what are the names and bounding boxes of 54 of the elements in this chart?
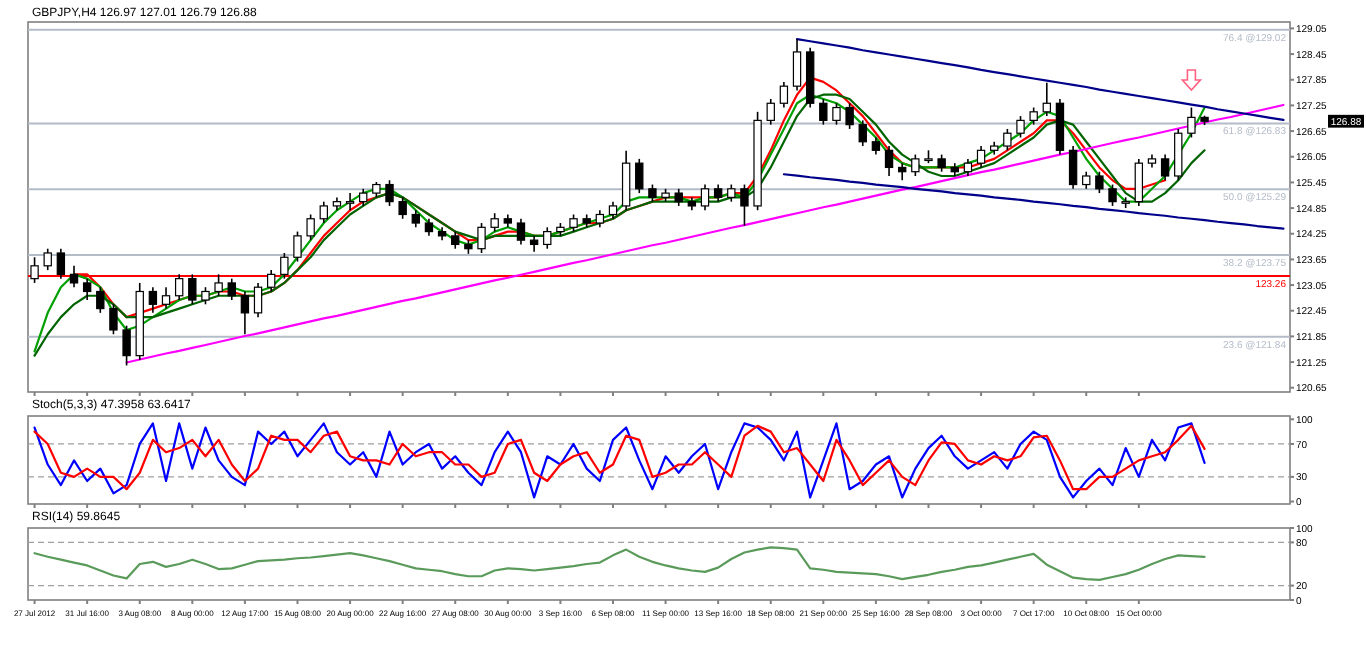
candlestick [1160,153,1170,182]
candlestick [700,183,710,212]
candlestick [227,277,236,301]
candlestick [306,213,315,241]
candlestick [1055,98,1065,156]
candlestick [1003,128,1012,152]
candlestick [976,145,986,169]
candlestick [543,226,552,250]
candlestick [319,200,328,224]
candlestick [1068,145,1078,190]
candlestick [1187,106,1196,139]
candlestick [621,149,631,212]
candlestick [280,252,289,280]
candlestick [1016,115,1025,139]
candlestick [109,303,118,336]
candlestick [516,217,526,246]
candlestick [490,212,499,233]
candlestick [43,247,52,271]
candlestick [148,286,158,314]
candlestick [1134,158,1144,207]
candlestick [240,290,250,336]
candlestick [214,273,223,297]
candlestick [858,119,867,147]
candlestick [1174,128,1183,182]
candlestick [1095,170,1104,194]
candlestick [267,269,276,293]
candlestick [884,145,894,177]
candlestick [819,98,828,126]
candlestick [845,102,854,130]
candlestick [779,81,789,109]
candlestick [385,179,394,207]
candlestick [398,196,407,220]
candlestick [293,230,302,263]
line-series [782,173,1285,230]
line-series [125,103,1285,364]
candlestick [174,273,184,301]
line-series [33,546,1206,581]
candlestick [477,222,486,254]
candlestick [253,282,263,318]
candlestick [766,98,775,126]
candlestick [792,38,802,92]
candlestick [56,247,66,280]
candlestick [911,153,920,177]
candlestick [345,192,355,212]
candlestick [635,158,644,194]
candlestick [69,265,79,288]
candlestick [96,286,105,314]
candlestick [122,324,131,367]
candlestick [82,277,92,301]
candlestick [832,102,841,126]
candlestick [1108,183,1117,207]
candlestick [740,183,749,227]
candlestick [161,286,171,310]
candlestick [188,273,197,306]
